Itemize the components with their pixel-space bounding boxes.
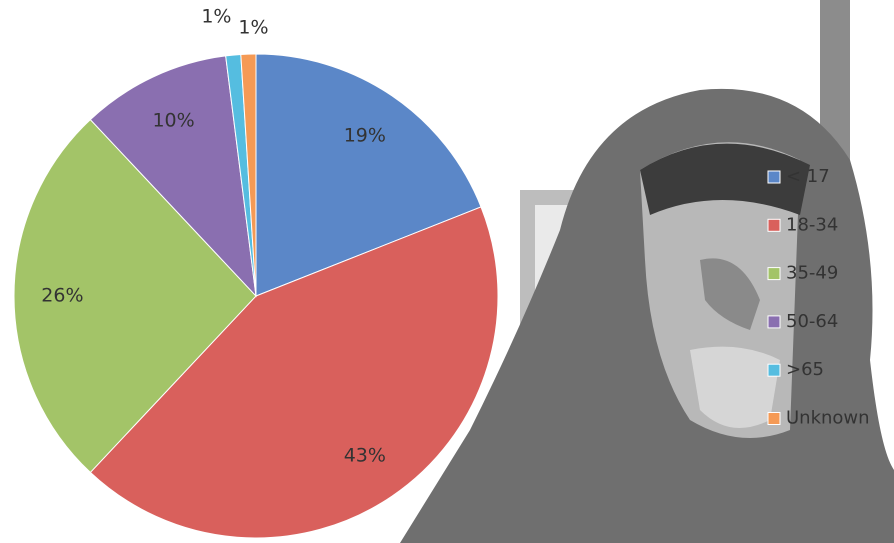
chart: 19% 43% 26% 10% 1% 1% < 17 18-34 35-49 50-64 >65 U…: [0, 0, 894, 543]
legend-swatch: [768, 171, 780, 183]
pie-label: 43%: [344, 445, 386, 467]
legend-label: 35-49: [786, 263, 838, 284]
legend-swatch: [768, 364, 780, 376]
pie-label: 1%: [201, 6, 231, 28]
legend-label: >65: [786, 359, 824, 380]
legend-swatch: [768, 219, 780, 231]
pie: 19% 43% 26% 10% 1% 1%: [14, 6, 498, 538]
page: {"chart_data": {"type": "pie", "categori…: [0, 0, 894, 543]
legend-swatch: [768, 413, 780, 425]
pie-label: 10%: [152, 109, 194, 131]
legend-label: < 17: [786, 166, 830, 187]
pie-label: 26%: [41, 285, 83, 307]
pie-label: 1%: [238, 17, 268, 39]
legend-label: 50-64: [786, 311, 838, 332]
legend-swatch: [768, 316, 780, 328]
legend-swatch: [768, 268, 780, 280]
legend-label: 18-34: [786, 214, 838, 235]
pie-label: 19%: [344, 124, 386, 146]
legend-label: Unknown: [786, 408, 870, 429]
